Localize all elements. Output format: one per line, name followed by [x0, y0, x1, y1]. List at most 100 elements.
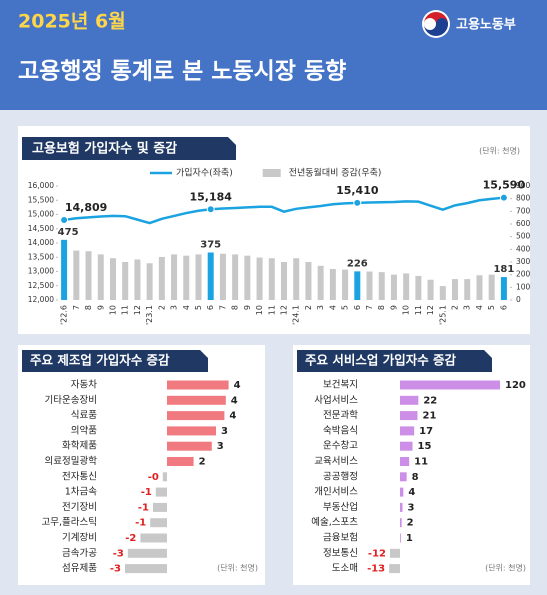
category-label: 화학제품	[62, 441, 97, 452]
bar	[167, 426, 216, 436]
unit-label: (단위: 천명)	[479, 146, 520, 156]
bar	[293, 258, 300, 300]
bar-value-label: 21	[423, 411, 437, 422]
category-label: 보건복지	[323, 380, 358, 391]
bar	[403, 273, 410, 300]
category-label: 고무,플라스틱	[42, 516, 97, 528]
y-tick-label: 14,500	[28, 224, 54, 233]
bar	[500, 277, 507, 300]
y-tick-label: 12,000	[28, 295, 54, 304]
bar	[439, 286, 446, 300]
bar-value-label: 375	[200, 240, 221, 251]
bar	[400, 502, 403, 512]
bar	[281, 262, 287, 300]
x-tick-label: 11	[267, 305, 276, 315]
category-label: 부동산업	[323, 501, 358, 513]
bar	[207, 252, 214, 300]
bar	[153, 502, 167, 512]
bar	[400, 518, 402, 528]
bar	[183, 255, 190, 300]
y2-tick-label: 0	[516, 295, 521, 304]
bar	[146, 263, 153, 300]
bar-value-label: 3	[408, 502, 415, 513]
bar-value-label: 4	[231, 395, 238, 406]
bar	[171, 254, 178, 300]
category-label: 기계장비	[62, 532, 97, 544]
category-label: 전문과학	[323, 410, 358, 421]
bar	[488, 274, 495, 300]
bar	[219, 253, 226, 300]
bar	[167, 411, 225, 421]
bar	[109, 258, 116, 300]
bar-value-label: -12	[368, 548, 386, 559]
bar-value-label: 17	[419, 426, 433, 437]
bar	[400, 457, 410, 466]
x-tick-label: 2	[157, 305, 166, 310]
logo	[422, 10, 450, 38]
bar	[167, 395, 226, 405]
bar	[378, 272, 385, 300]
x-tick-label: 9	[389, 305, 398, 310]
x-tick-label: 11	[121, 305, 130, 315]
x-tick-label: 7	[72, 305, 81, 310]
point	[499, 193, 508, 202]
x-tick-label: 3	[316, 305, 325, 310]
logo-text: 고용노동부	[456, 17, 516, 33]
bar-value-label: 475	[58, 227, 79, 238]
category-label: 도소매	[332, 563, 358, 574]
category-label: 예술,스포츠	[311, 517, 358, 528]
x-tick-label: 12	[426, 305, 435, 315]
title-tab	[297, 350, 492, 372]
x-tick-label: 9	[243, 305, 252, 310]
x-tick-label: 8	[84, 305, 93, 310]
category-label: 식료품	[71, 410, 97, 421]
bar	[167, 441, 212, 451]
category-label: 의약품	[71, 424, 97, 436]
category-label: 사업서비스	[314, 394, 358, 406]
x-tick-label: 4	[182, 305, 191, 310]
category-label: 금융보험	[323, 533, 358, 544]
category-label: 의료정밀광학	[45, 455, 98, 467]
y2-tick-label: 900	[516, 181, 531, 190]
bar-value-label: -1	[135, 518, 146, 529]
bar	[389, 564, 400, 574]
bar	[427, 279, 434, 300]
bar	[122, 262, 129, 300]
x-tick-label: 6	[206, 305, 215, 310]
bar	[400, 472, 407, 482]
bar-value-label: 4	[234, 380, 241, 391]
bar	[127, 548, 167, 558]
bar	[342, 269, 349, 300]
x-tick-label: 7	[365, 305, 374, 310]
x-tick-label: '22.6	[60, 305, 69, 325]
x-tick-label: 6	[353, 305, 362, 310]
report-date: 2025년 6월	[18, 11, 126, 33]
report-title: 고용행정 통계로 본 노동시장 동향	[18, 59, 346, 85]
bar-value-label: 2	[199, 457, 206, 468]
y2-tick-label: 200	[516, 270, 531, 279]
bar-value-label: 8	[412, 472, 419, 483]
bar	[415, 275, 422, 300]
x-tick-label: '24.1	[292, 305, 301, 325]
x-tick-label: 5	[194, 305, 203, 310]
category-label: 개인서비스	[314, 487, 358, 498]
bar-value-label: 120	[505, 380, 526, 391]
bar-value-label: -0	[148, 472, 159, 483]
y2-tick-label: 300	[516, 257, 531, 266]
bar-value-label: -1	[138, 502, 149, 513]
y2-tick-label: 600	[516, 219, 531, 228]
unit-label: (단위: 천명)	[485, 563, 526, 573]
x-tick-label: 10	[402, 305, 411, 315]
bar-value-label: 2	[407, 518, 414, 529]
y-tick-label: 15,500	[28, 195, 54, 204]
y-tick-label: 16,000	[28, 181, 54, 190]
bar	[134, 259, 141, 300]
bar	[452, 279, 459, 300]
bar	[390, 274, 397, 300]
bar	[476, 275, 483, 300]
category-label: 전자통신	[62, 471, 97, 482]
y-tick-label: 14,000	[28, 238, 54, 247]
bar	[244, 255, 251, 300]
point-value-label: 14,809	[65, 201, 107, 214]
